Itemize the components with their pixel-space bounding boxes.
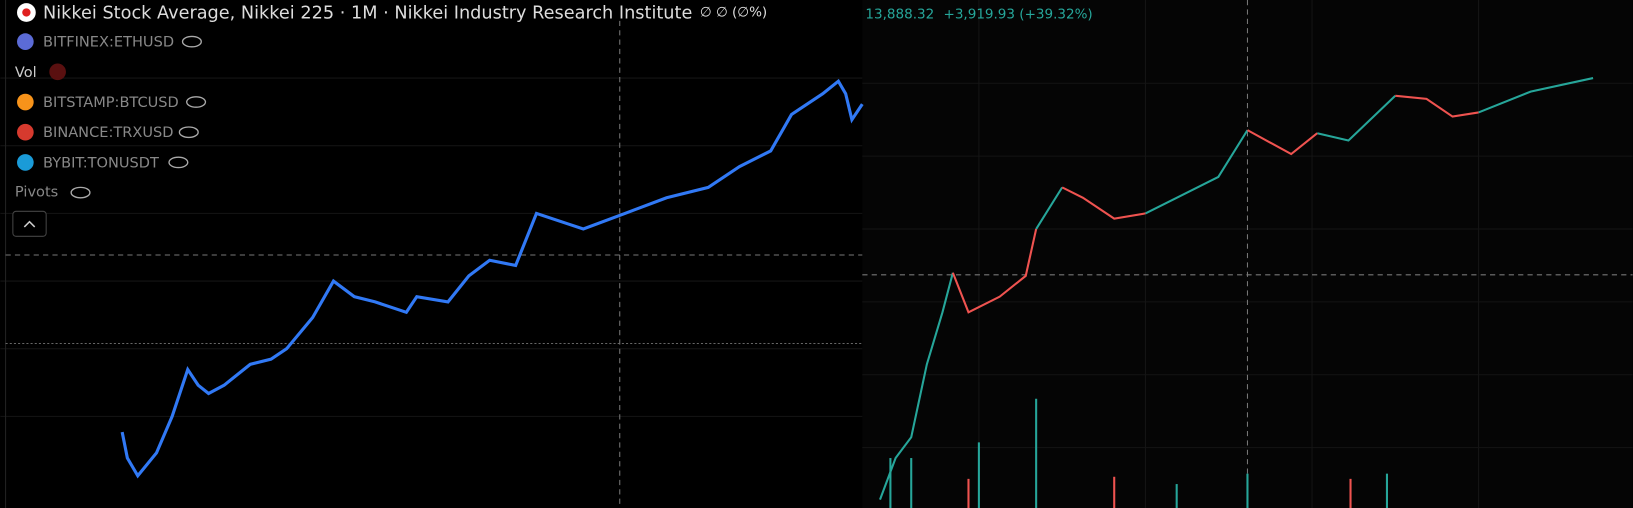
indicator-icon (17, 154, 34, 171)
symbol-title[interactable]: Nikkei Stock Average, Nikkei 225 · 1M · … (43, 4, 692, 24)
collapse-button[interactable] (12, 210, 47, 237)
indicator-icon (17, 33, 34, 50)
warning-icon[interactable] (49, 63, 66, 81)
price-value: 13,888.32 (865, 7, 934, 23)
price-change: +3,919.93 (+39.32%) (944, 7, 1093, 23)
indicator-label[interactable]: BYBIT:TONUSDT (43, 154, 159, 171)
hide-icons[interactable] (70, 35, 207, 199)
indicator-icon (17, 123, 34, 141)
indicator-label[interactable]: BINANCE:TRXUSD (43, 124, 173, 141)
indicator-icon (17, 93, 34, 111)
volume-bars (889, 398, 1388, 508)
price-line-series (120, 78, 864, 479)
symbol-icon-dot (22, 8, 31, 17)
indicator-label[interactable]: BITFINEX:ETHUSD (43, 34, 174, 51)
crosshair (5, 0, 1633, 508)
indicator-label[interactable]: BITSTAMP:BTCUSD (43, 94, 179, 111)
indicator-label[interactable]: Pivots (15, 184, 58, 201)
collapse-arrow (23, 220, 36, 228)
indicator-label[interactable]: Vol (15, 64, 37, 81)
candles-down (951, 94, 1479, 314)
ohlc-values: ∅ ∅ (∅%) (700, 4, 767, 20)
candles-up (879, 77, 1594, 501)
